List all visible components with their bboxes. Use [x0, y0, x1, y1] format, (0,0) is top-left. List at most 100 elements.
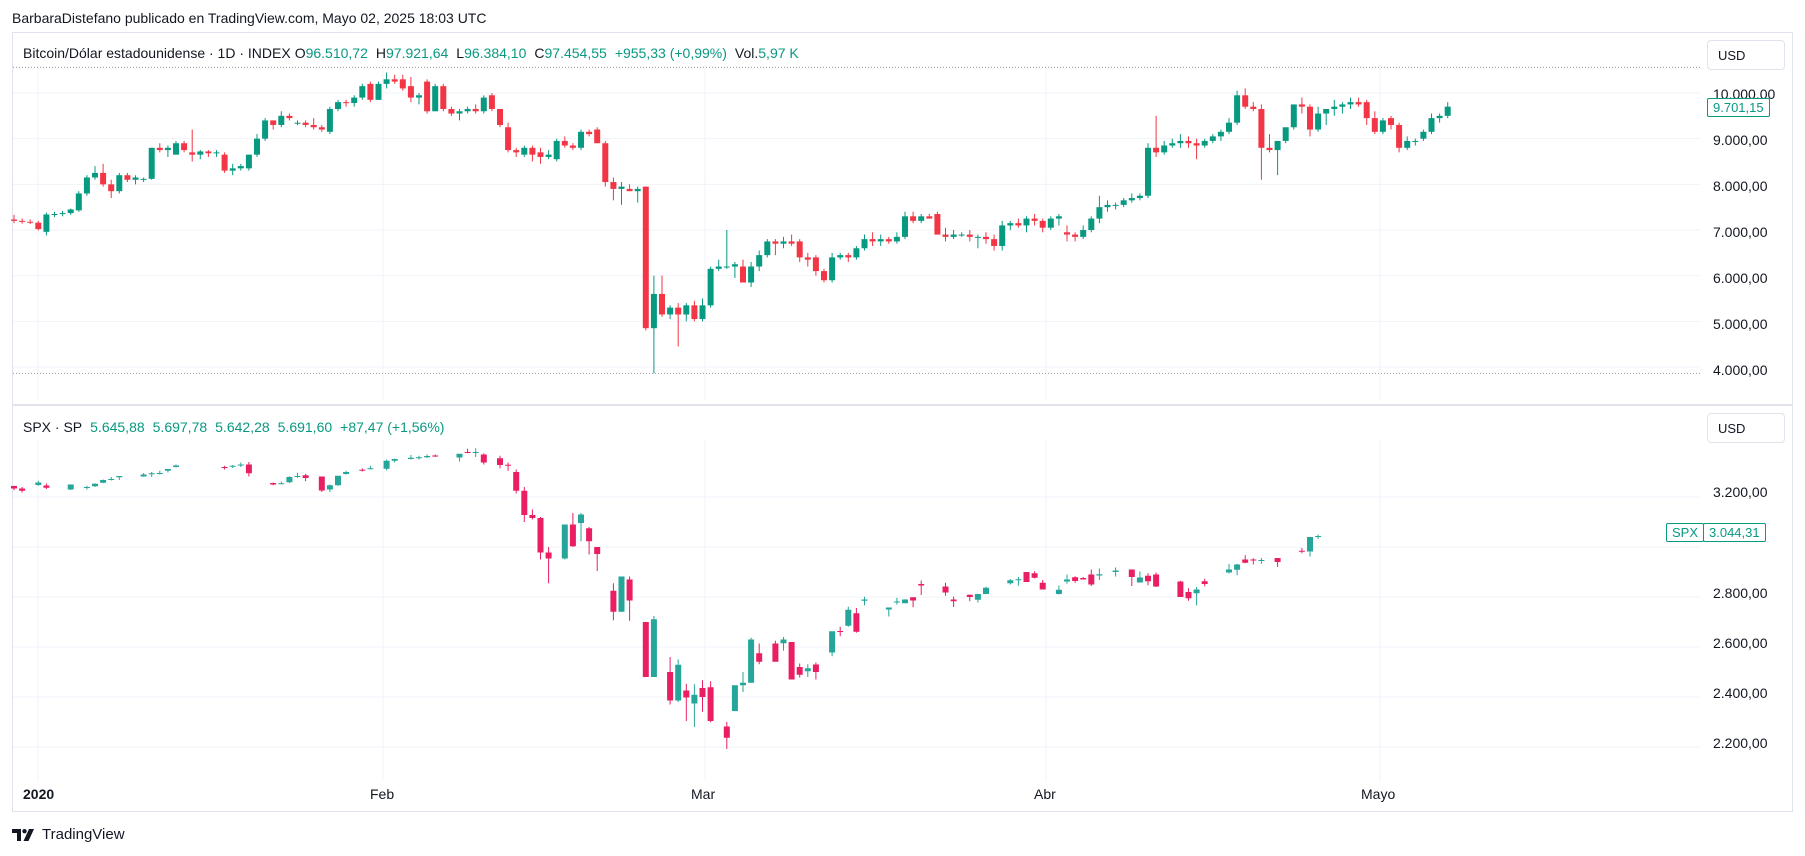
btc-candle [391, 79, 398, 82]
spx-candle [1307, 537, 1313, 552]
btc-candle [1436, 115, 1443, 119]
btc-y-tick: 4.000,00 [1713, 362, 1768, 378]
btc-candle [991, 239, 998, 246]
btc-candle [27, 221, 34, 223]
btc-high-label: H [375, 45, 386, 61]
btc-candle [1161, 145, 1168, 153]
btc-candle [1193, 143, 1200, 146]
spx-y-tick: 2.600,00 [1713, 635, 1768, 651]
btc-candle [780, 241, 787, 244]
spx-candle [796, 667, 803, 675]
btc-candle [707, 268, 714, 306]
btc-candle [1307, 106, 1313, 130]
btc-candle [505, 127, 512, 151]
btc-candle [1177, 140, 1184, 144]
spx-legend: SPX · SP 5.645,88 5.697,78 5.642,28 5.69… [23, 419, 444, 435]
btc-candle [1145, 147, 1151, 196]
btc-candle [1023, 218, 1030, 226]
spx-candle [1039, 582, 1046, 590]
btc-candle [1153, 147, 1160, 153]
btc-candle [1250, 106, 1257, 109]
spx-candle [432, 455, 439, 457]
btc-candle [383, 79, 390, 84]
spx-candle [1096, 574, 1103, 576]
spx-candle [910, 597, 917, 601]
pane-separator[interactable] [12, 404, 1793, 406]
btc-candle [448, 108, 455, 114]
btc-symbol[interactable]: Bitcoin/Dólar estadounidense · 1D · INDE… [23, 45, 291, 61]
chart-caption: BarbaraDistefano publicado en TradingVie… [12, 10, 487, 26]
btc-candle [885, 239, 892, 242]
btc-candle [43, 214, 50, 232]
spx-candle [1274, 558, 1281, 562]
spx-candle [11, 486, 17, 489]
btc-candle [424, 81, 431, 112]
currency-button-bottom[interactable]: USD [1707, 413, 1785, 443]
spx-candle [1080, 578, 1087, 580]
spx-candle [893, 601, 900, 603]
btc-candle [642, 186, 649, 329]
spx-candle [456, 453, 463, 458]
spx-candle [472, 452, 479, 453]
tradingview-brand[interactable]: TradingView [12, 826, 125, 843]
spx-candle [845, 609, 852, 626]
btc-y-tick: 9.000,00 [1713, 132, 1768, 148]
spx-candle [642, 622, 649, 677]
spx-candle [942, 586, 949, 593]
btc-candle [294, 122, 301, 124]
btc-candle [254, 138, 260, 155]
spx-candle [424, 456, 431, 458]
btc-candle [999, 225, 1006, 246]
btc-candle [634, 188, 641, 192]
btc-candle [1055, 216, 1062, 219]
btc-candle [1226, 122, 1232, 132]
spx-candle [1226, 569, 1232, 573]
x-tick-label: Mayo [1361, 786, 1396, 802]
spx-candle [1055, 589, 1062, 594]
spx-candle [569, 524, 576, 547]
btc-candle [116, 175, 123, 192]
btc-candle [934, 214, 941, 235]
spx-candle [667, 672, 674, 701]
spx-candle [537, 518, 544, 553]
spx-candle [804, 668, 811, 672]
spx-candle [529, 515, 536, 518]
spx-candle [578, 514, 584, 523]
spx-low-value: 5.642,28 [215, 419, 270, 435]
btc-volume-value: 5,97 K [758, 45, 799, 61]
btc-low-label: L [456, 45, 465, 61]
btc-candle [464, 108, 471, 112]
btc-candle [221, 154, 228, 171]
spx-candle [1007, 580, 1014, 584]
btc-candle [1339, 104, 1346, 107]
btc-last-price-tag: 9.701,15 [1707, 98, 1770, 117]
btc-candle [602, 143, 609, 183]
spx-symbol[interactable]: SPX · SP [23, 419, 83, 435]
spx-candle [829, 631, 836, 653]
x-tick-label: Feb [370, 786, 395, 802]
spx-candle [318, 476, 325, 491]
spx-candle [1145, 575, 1151, 582]
currency-button-top[interactable]: USD [1707, 40, 1785, 70]
btc-candle [950, 234, 957, 237]
btc-candle [375, 83, 382, 100]
btc-candle [521, 147, 528, 155]
spx-close-value: 5.691,60 [277, 419, 333, 435]
spx-candle [245, 464, 252, 474]
btc-candle [829, 257, 836, 281]
x-tick-label: Abr [1034, 786, 1056, 802]
btc-candle [189, 152, 196, 155]
btc-candle [1169, 143, 1176, 146]
spx-candle [1234, 564, 1241, 570]
tradingview-brand-name: TradingView [42, 826, 125, 843]
btc-candle [659, 293, 665, 315]
btc-open-value: 96.510,72 [305, 45, 368, 61]
spx-candle [505, 464, 512, 466]
spx-candle [35, 482, 42, 485]
btc-candle [772, 241, 779, 244]
btc-candle [148, 147, 155, 179]
spx-candle [270, 483, 277, 485]
spx-candle [464, 452, 471, 453]
btc-candle [1282, 127, 1289, 141]
